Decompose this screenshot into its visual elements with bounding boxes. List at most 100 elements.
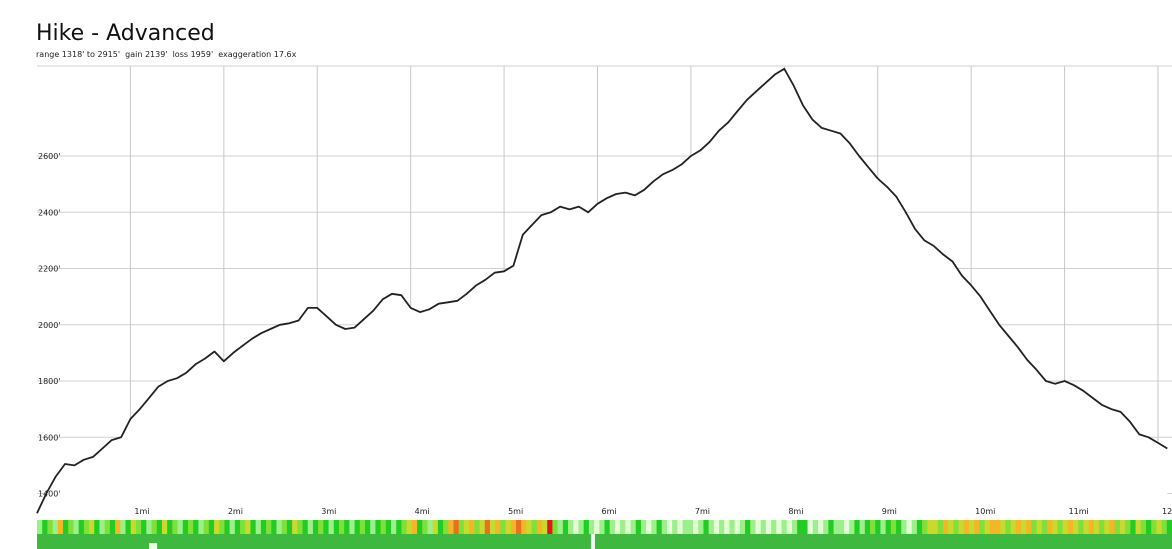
chart-subtitle: range 1318' to 2915' gain 2139' loss 195…	[36, 50, 297, 59]
grade-segment	[1125, 520, 1131, 534]
y-tick-label: 2400'	[38, 208, 61, 217]
grade-segment	[890, 520, 897, 534]
grade-segment	[1093, 520, 1100, 534]
grade-segment	[578, 520, 585, 534]
grade-segment	[562, 520, 569, 534]
grade-segment	[1052, 520, 1059, 534]
grade-segment	[42, 520, 49, 534]
grade-segment	[359, 520, 366, 534]
grade-segment	[745, 520, 751, 534]
grade-segment	[734, 520, 741, 534]
grade-segment	[979, 520, 986, 534]
x-tick-labels: 1mi 2mi 3mi 4mi 5mi 6mi 7mi 8mi 9mi 10mi 11mi 12mi	[134, 507, 1172, 516]
grade-segment	[120, 520, 127, 534]
grade-segment	[901, 520, 908, 534]
grade-segment	[1041, 520, 1048, 534]
grade-segment	[896, 520, 902, 534]
grade-segment	[948, 520, 954, 534]
grade-segment	[932, 520, 939, 534]
grade-segment	[453, 520, 460, 534]
grade-segment	[47, 520, 54, 534]
grade-segment	[542, 520, 548, 534]
grade-segment	[807, 520, 814, 534]
grade-segment	[693, 520, 699, 534]
grade-segment	[401, 520, 408, 534]
x-tick-label: 9mi	[882, 507, 897, 516]
grade-segment	[755, 520, 762, 534]
grade-segment	[333, 520, 340, 534]
grade-segment	[682, 520, 689, 534]
grade-segment	[338, 520, 345, 534]
grade-segment	[677, 520, 684, 534]
grade-segment	[1078, 520, 1085, 534]
x-tick-label: 6mi	[601, 507, 616, 516]
grade-segment	[963, 520, 970, 534]
grade-segment	[1099, 520, 1105, 534]
grade-segment	[937, 520, 944, 534]
grade-segment	[968, 520, 975, 534]
grade-segment	[916, 520, 923, 534]
grade-segment	[786, 520, 793, 534]
grade-segment	[156, 520, 163, 534]
grade-segment	[1031, 520, 1038, 534]
grade-segment	[552, 520, 559, 534]
grade-segment	[953, 520, 960, 534]
grade-segment	[536, 520, 543, 534]
grade-segment	[177, 520, 184, 534]
grade-segment	[1140, 520, 1147, 534]
grade-segment	[245, 520, 252, 534]
grade-segment	[63, 520, 69, 534]
grade-segment	[765, 520, 772, 534]
y-tick-label: 1600'	[38, 433, 61, 442]
grade-segment	[666, 520, 673, 534]
grade-segment	[1000, 520, 1006, 534]
grade-segment	[594, 520, 600, 534]
grade-segment	[302, 520, 309, 534]
grade-segment	[844, 520, 850, 534]
grade-segment	[729, 520, 736, 534]
grade-segment	[411, 520, 418, 534]
x-tick-label: 8mi	[788, 507, 803, 516]
grade-segment	[1073, 520, 1079, 534]
grade-segment	[1151, 520, 1157, 534]
grade-segment	[823, 520, 829, 534]
grade-segment	[672, 520, 678, 534]
grade-segment	[208, 520, 215, 534]
grade-segment	[292, 520, 298, 534]
grade-segment	[57, 520, 64, 534]
elevation-area-fill	[37, 68, 1168, 517]
y-tick-label: 2600'	[38, 152, 61, 161]
grade-segment	[515, 520, 522, 534]
grade-segment	[94, 520, 101, 534]
grade-segment	[1067, 520, 1074, 534]
grade-segment	[1083, 520, 1090, 534]
grade-segment	[141, 520, 147, 534]
grade-segment	[125, 520, 132, 534]
grade-segment	[68, 520, 75, 534]
grade-segment	[52, 520, 59, 534]
grade-segment	[224, 520, 231, 534]
grade-segment	[495, 520, 501, 534]
grade-segment	[1010, 520, 1017, 534]
lower-strip-marker	[149, 543, 158, 549]
grade-segment	[635, 520, 642, 534]
grade-segment	[698, 520, 705, 534]
grade-segment	[750, 520, 757, 534]
x-tick-label: 4mi	[415, 507, 430, 516]
grade-segment	[849, 520, 856, 534]
grade-segment	[724, 520, 731, 534]
grade-segment	[1114, 520, 1121, 534]
lower-strip	[37, 534, 1172, 549]
grade-segment	[469, 520, 475, 534]
grade-segment	[182, 520, 189, 534]
grade-segment	[240, 520, 246, 534]
grade-segment	[739, 520, 746, 534]
grade-segment	[1119, 520, 1126, 534]
grade-segment	[776, 520, 783, 534]
grade-segment	[489, 520, 496, 534]
grade-segment	[942, 520, 949, 534]
grade-segment	[656, 520, 663, 534]
grade-segment	[646, 520, 652, 534]
grade-segment	[927, 520, 934, 534]
grade-segment	[437, 520, 444, 534]
